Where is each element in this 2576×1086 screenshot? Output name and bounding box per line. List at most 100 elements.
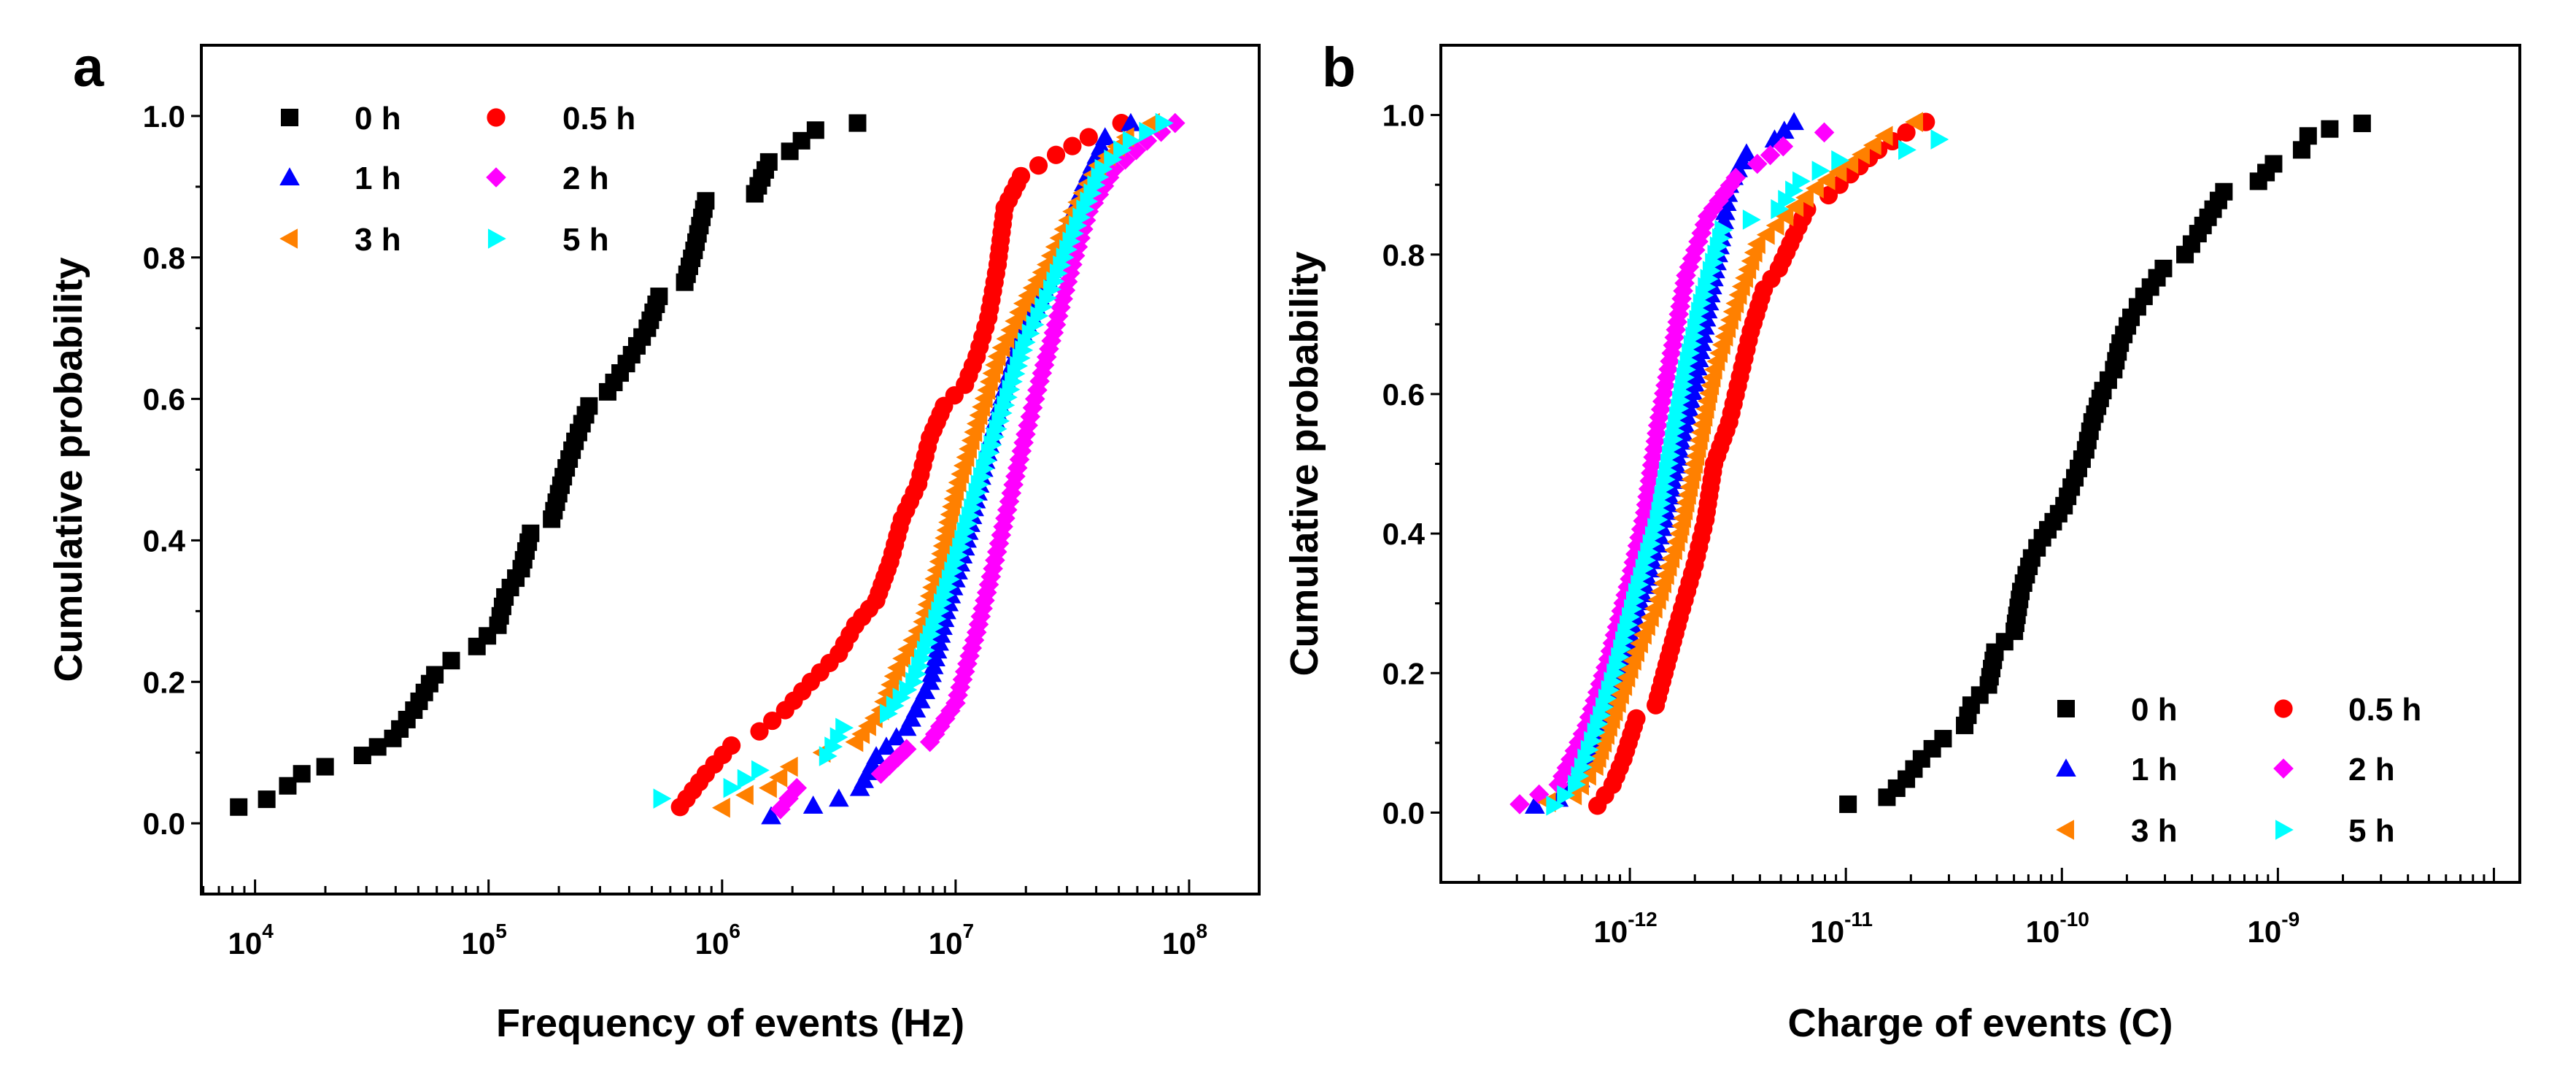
x-tick-base: 10 <box>228 926 262 960</box>
data-point <box>1063 136 1082 155</box>
data-point <box>1572 723 1593 744</box>
y-axis-title: Cumulative probability <box>47 257 90 682</box>
data-point <box>1897 123 1916 142</box>
data-point <box>1828 161 1847 182</box>
legend-item: 0.5 h <box>2274 692 2421 728</box>
data-point <box>258 790 276 809</box>
legend-marker <box>2273 758 2294 779</box>
data-point <box>1627 536 1648 556</box>
legend-item: 1 h <box>279 161 401 196</box>
data-point <box>1747 234 1765 255</box>
data-point <box>1715 201 1736 220</box>
series-2-h <box>770 112 1185 820</box>
data-point <box>1094 158 1113 180</box>
data-point <box>1617 577 1638 598</box>
series-2-h <box>1509 122 1835 814</box>
data-point <box>293 765 311 783</box>
data-point <box>915 681 936 699</box>
data-point <box>1778 190 1797 210</box>
data-point <box>1620 569 1640 590</box>
data-point <box>1631 519 1652 539</box>
data-point <box>1569 732 1589 752</box>
data-point <box>759 153 778 171</box>
data-point <box>1795 187 1814 208</box>
data-point <box>1552 766 1573 787</box>
legend-marker <box>2056 820 2075 840</box>
data-point <box>2321 120 2339 138</box>
data-point <box>1528 784 1550 805</box>
data-point <box>763 711 782 731</box>
data-point <box>1676 265 1696 286</box>
data-point <box>1587 682 1608 703</box>
data-point <box>786 777 808 798</box>
data-point <box>1051 297 1071 318</box>
data-point <box>1785 180 1803 201</box>
data-point <box>230 798 248 816</box>
data-point <box>650 288 668 306</box>
data-point <box>876 736 897 755</box>
data-point <box>1029 156 1048 175</box>
data-point <box>806 121 824 139</box>
data-point <box>1785 196 1804 217</box>
legend-label: 0.5 h <box>2348 692 2421 728</box>
data-point <box>896 739 917 760</box>
legend-label: 3 h <box>355 222 401 258</box>
data-point <box>711 797 730 818</box>
data-point <box>910 690 931 709</box>
legend-item: 5 h <box>487 222 609 258</box>
data-point <box>1714 220 1733 241</box>
data-point <box>1817 169 1836 190</box>
legend-label: 2 h <box>2348 752 2395 787</box>
data-point <box>829 727 848 747</box>
data-point <box>1036 347 1057 367</box>
data-point <box>580 397 598 415</box>
data-point <box>1934 730 1952 748</box>
legend-item: 5 h <box>2275 813 2395 849</box>
data-point <box>316 758 334 776</box>
x-tick-base: 10 <box>462 926 496 960</box>
x-tick-base: 10 <box>1593 914 1628 949</box>
data-point <box>2353 115 2371 133</box>
y-tick-label: 0.4 <box>143 523 186 558</box>
data-point <box>761 806 781 825</box>
data-point <box>735 785 754 806</box>
x-tick-exponent: 8 <box>1196 920 1208 942</box>
data-point <box>1629 527 1649 548</box>
data-point <box>896 717 917 736</box>
data-point <box>905 699 927 718</box>
legend-marker <box>279 167 300 186</box>
series-0-h <box>1839 115 2371 813</box>
data-point <box>1621 561 1642 581</box>
data-point <box>1001 482 1022 504</box>
data-point <box>1556 758 1577 778</box>
data-point <box>1011 166 1031 185</box>
data-point <box>1760 145 1781 166</box>
legend-marker <box>2275 820 2294 840</box>
data-point <box>824 736 843 757</box>
panel-label: b <box>1322 36 1355 99</box>
data-point <box>426 666 444 684</box>
data-point <box>1898 139 1916 161</box>
data-markers <box>230 112 1185 825</box>
x-tick-label: 10-9 <box>2248 908 2300 949</box>
x-tick-exponent: 6 <box>729 920 740 942</box>
y-tick-label: 0.2 <box>143 665 185 699</box>
data-point <box>1736 143 1757 162</box>
data-point <box>1747 153 1768 174</box>
data-point <box>901 708 921 727</box>
data-point <box>1930 129 1949 150</box>
data-point <box>1598 649 1619 669</box>
x-tick-exponent: 5 <box>495 920 507 942</box>
panel-label: a <box>73 36 104 99</box>
data-point <box>1863 135 1881 155</box>
x-tick-label: 10-11 <box>1810 908 1873 949</box>
data-point <box>751 760 770 781</box>
y-tick-label: 0.8 <box>1382 238 1425 272</box>
legend-label: 0.5 h <box>562 101 635 136</box>
x-tick-exponent: 7 <box>962 920 974 942</box>
legend-label: 5 h <box>562 222 609 258</box>
data-point <box>1043 323 1064 343</box>
x-tick-label: 10-10 <box>2026 908 2089 949</box>
data-point <box>1593 666 1613 686</box>
